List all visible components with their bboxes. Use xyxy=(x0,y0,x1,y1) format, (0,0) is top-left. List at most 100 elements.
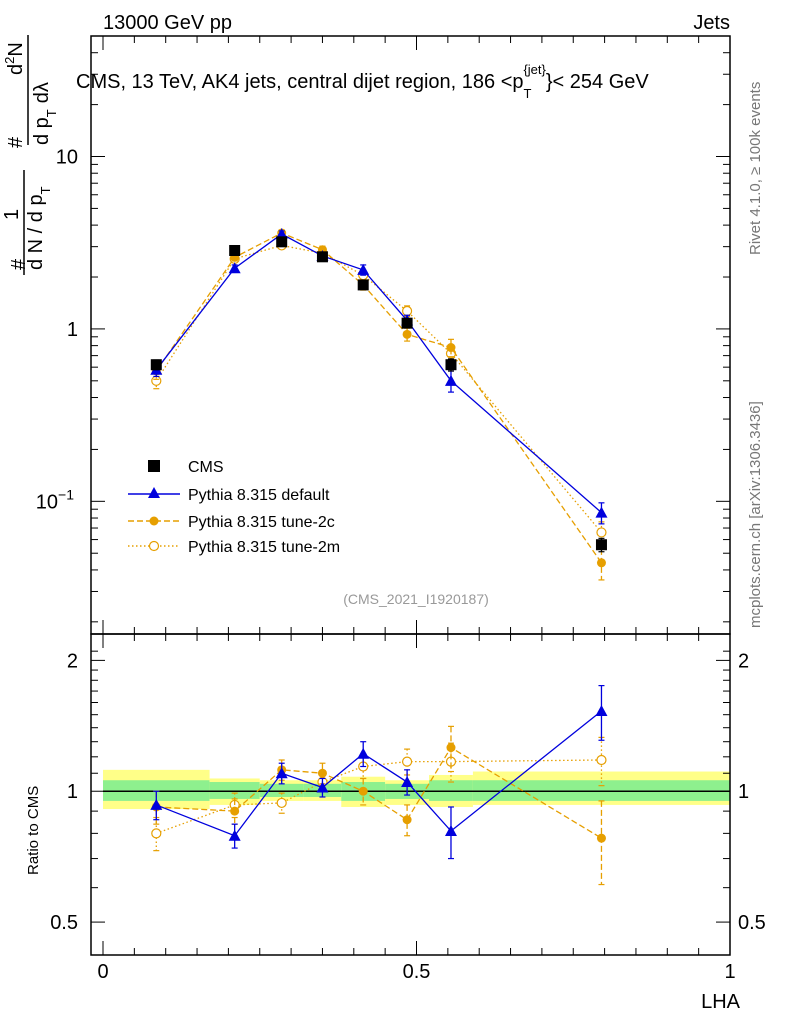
legend-label-default: Pythia 8.315 default xyxy=(188,487,330,504)
title-sub: T xyxy=(524,86,532,101)
main-series xyxy=(150,228,608,581)
main-tune2m-marker-5 xyxy=(401,305,413,317)
ylabel-lambda: λ xyxy=(31,82,53,92)
ratio-tune2m-marker-7 xyxy=(596,754,607,766)
ylabel-dn-T: T xyxy=(38,186,53,194)
energy-label: 13000 GeV pp xyxy=(103,12,232,34)
ylabel-d2N: d2N xyxy=(2,42,27,75)
main-tune2c-marker-6 xyxy=(446,343,456,353)
ratio-tune2c-marker-4 xyxy=(358,786,368,796)
main-ytick-base-0: 10 xyxy=(36,491,58,513)
main-default-marker-1 xyxy=(228,262,241,274)
ratio-ytick-label-left-2: 2 xyxy=(67,650,78,672)
ratio-ytick-label-right-1: 1 xyxy=(738,781,749,803)
legend-marker-tune2m xyxy=(148,540,160,552)
legend-marker-default xyxy=(148,487,160,498)
legend: CMS Pythia 8.315 default Pythia 8.315 tu… xyxy=(128,459,340,556)
main-series-default xyxy=(150,228,608,525)
ratio-default-marker-0 xyxy=(150,798,163,810)
ratio-xtick-label-0: 0 xyxy=(97,961,108,983)
main-cms-marker-7 xyxy=(595,539,607,551)
ylabel-dpT-dlambda: d pTdλ xyxy=(31,82,59,145)
legend-marker-cms xyxy=(148,460,160,472)
ratio-ytick-label-left-0: 0.5 xyxy=(50,912,78,934)
main-tune2c-line xyxy=(155,232,602,564)
main-ytick-label-1: 1 xyxy=(67,319,78,341)
main-default-marker-7 xyxy=(595,506,608,518)
ratio-series xyxy=(150,684,608,886)
legend-label-cms: CMS xyxy=(188,459,224,476)
main-cms-marker-5 xyxy=(401,317,413,329)
ratio-xtick-label-2: 1 xyxy=(724,961,735,983)
main-ylabel: # 1 d N / d pT # d2N d pTdλ xyxy=(1,35,59,275)
main-tune2m-marker-7 xyxy=(596,527,607,538)
ratio-default-marker-6 xyxy=(444,825,457,837)
mcplots-label: mcplots.cern.ch [arXiv:1306.3436] xyxy=(747,401,764,628)
ratio-tune2m-line xyxy=(156,759,602,834)
main-ytick-label-2: 10 xyxy=(56,147,78,169)
ylabel-d: d xyxy=(5,64,27,75)
main-cms-marker-4 xyxy=(357,279,369,291)
title-end: }< 254 GeV xyxy=(546,71,650,93)
ratio-tune2c-marker-3 xyxy=(317,768,327,778)
ratio-tune2c-marker-5 xyxy=(402,815,412,825)
ylabel-N: N xyxy=(5,42,27,56)
ratio-ytick-label-left-1: 1 xyxy=(67,781,78,803)
main-default-marker-6 xyxy=(444,374,457,386)
title-main: CMS, 13 TeV, AK4 jets, central dijet reg… xyxy=(76,71,524,93)
ratio-default-marker-2 xyxy=(275,767,288,779)
xlabel: LHA xyxy=(701,991,741,1013)
main-tune2c-marker-7 xyxy=(596,558,606,568)
ylabel-one: 1 xyxy=(1,209,23,220)
analysis-id: (CMS_2021_I1920187) xyxy=(343,591,489,607)
ratio-tune2m-marker-5 xyxy=(401,756,413,767)
ratio-tune2c-marker-7 xyxy=(596,833,606,843)
ylabel-2: 2 xyxy=(2,57,17,64)
main-cms-marker-3 xyxy=(316,251,328,263)
band-inner-2 xyxy=(259,783,304,797)
main-cms-marker-2 xyxy=(276,236,288,248)
category-label: Jets xyxy=(693,12,730,34)
ratio-ytick-label-right-0: 0.5 xyxy=(738,912,766,934)
legend-label-tune2c: Pythia 8.315 tune-2c xyxy=(188,514,335,531)
ratio-default-marker-5 xyxy=(401,776,414,788)
ratio-tune2m-marker-2 xyxy=(276,797,287,809)
ylabel-dp: d p xyxy=(31,117,53,145)
main-series-data xyxy=(150,236,607,553)
main-default-line xyxy=(155,233,602,514)
ratio-tune2m-marker-0 xyxy=(151,828,162,839)
ylabel-denominator: d N / d pT xyxy=(25,186,53,270)
main-tune2c-marker-5 xyxy=(402,329,412,339)
ratio-tune2c-marker-6 xyxy=(446,743,456,753)
main-tune2m-line xyxy=(155,244,602,533)
band-inner-1 xyxy=(209,782,260,799)
ratio-tune2c-marker-1 xyxy=(230,806,240,816)
main-cms-marker-1 xyxy=(229,244,241,256)
main-ytick-label-0: 10−1 xyxy=(36,486,74,513)
ratio-default-marker-4 xyxy=(357,747,370,759)
title-sup: {jet} xyxy=(523,62,546,77)
ratio-ytick-label-right-2: 2 xyxy=(738,650,749,672)
ratio-default-line xyxy=(156,710,602,837)
main-ytick-exp-0: −1 xyxy=(58,486,74,502)
ratio-panel-frame: 0.5 0.5 1 1 2 2 0 0.5 1 xyxy=(50,633,766,983)
ratio-xtick-label-1: 0.5 xyxy=(403,961,431,983)
ratio-default-marker-7 xyxy=(595,704,608,716)
ratio-panel-border xyxy=(90,633,731,956)
ylabel-dlam-d: d xyxy=(31,92,53,103)
ratio-default-marker-3 xyxy=(316,781,329,793)
main-default-marker-2 xyxy=(275,228,288,240)
rivet-label: Rivet 4.1.0, ≥ 100k events xyxy=(747,82,764,255)
ratio-default-marker-1 xyxy=(228,829,241,841)
main-cms-marker-0 xyxy=(150,359,162,371)
ratio-ylabel: Ratio to CMS xyxy=(25,786,42,875)
main-cms-marker-6 xyxy=(445,359,457,371)
ylabel-dp-T: T xyxy=(44,109,59,117)
legend-marker-tune2c xyxy=(149,516,159,526)
ratio-series-default xyxy=(150,684,608,860)
plot-title: CMS, 13 TeV, AK4 jets, central dijet reg… xyxy=(76,62,649,101)
ylabel-dn-dp: d N / d p xyxy=(25,194,47,270)
legend-label-tune2m: Pythia 8.315 tune-2m xyxy=(188,539,340,556)
